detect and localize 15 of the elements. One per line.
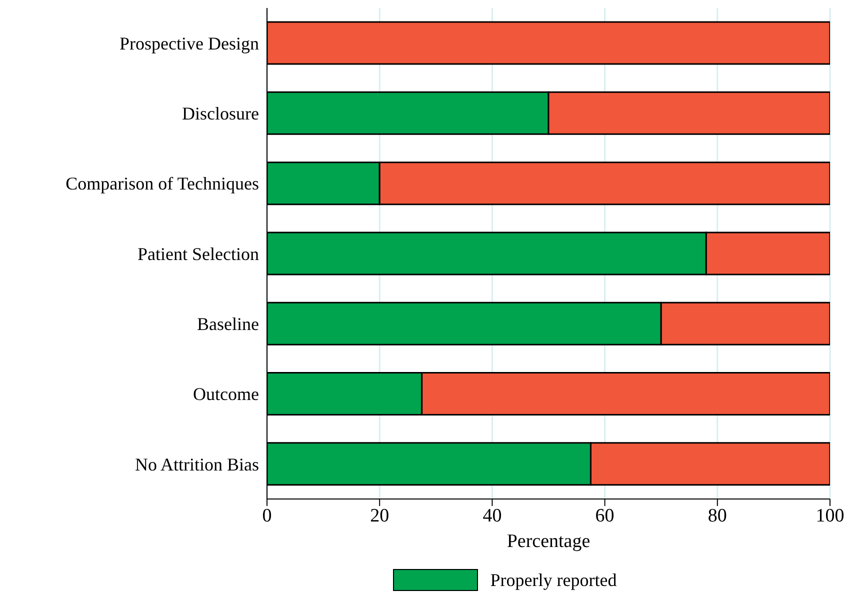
y-tick-label: Baseline	[197, 314, 260, 334]
y-tick-label: No Attrition Bias	[134, 454, 259, 474]
y-tick-label: Outcome	[193, 384, 260, 404]
y-tick-label: Disclosure	[182, 104, 260, 124]
y-tick-label: Patient Selection	[138, 244, 259, 264]
x-axis-title: Percentage	[506, 531, 590, 552]
x-tick-label: 40	[482, 505, 502, 526]
x-tick-label: 0	[262, 505, 272, 526]
x-tick-label: 100	[816, 505, 844, 526]
x-tick-label: 80	[708, 505, 727, 526]
legend-label: Properly reported	[490, 570, 617, 590]
x-tick-label: 20	[370, 505, 390, 526]
y-tick-label: Comparison of Techniques	[66, 174, 259, 194]
y-tick-label: Prospective Design	[120, 33, 259, 54]
x-tick-label: 60	[595, 505, 614, 526]
